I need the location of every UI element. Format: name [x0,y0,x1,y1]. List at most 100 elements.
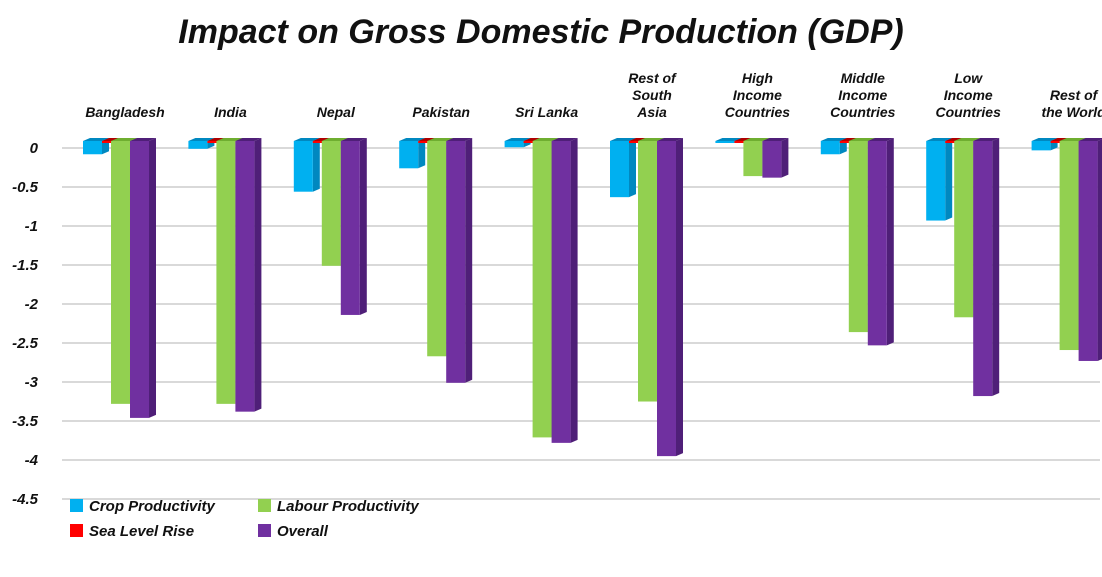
category-label: Sri Lanka [515,104,578,120]
bar-side [886,138,894,346]
bar-side [781,138,789,178]
bar [973,138,1000,397]
bar-top [657,138,683,141]
bar [762,138,789,178]
y-tick-label: -2.5 [12,335,39,352]
y-tick-label: -4 [25,452,39,469]
bar-front [715,141,735,143]
y-tick-label: 0 [30,140,39,157]
bar [399,138,426,169]
bar-front [188,141,208,149]
bar-front [954,141,974,318]
bar-top [399,138,426,141]
bar-top [446,138,473,141]
category-label: Rest of the World [1041,87,1102,120]
bar-front [926,141,946,221]
bar-front [504,141,524,148]
y-tick-label: -1.5 [12,257,39,274]
category-label: Low Income Countries [936,70,1002,120]
bar-front [427,141,447,357]
bar-front [532,141,552,438]
bar [1078,138,1102,361]
bar-top [820,138,847,141]
bar-top [216,138,243,141]
bar-front [446,141,466,383]
y-tick-label: -3 [25,374,39,391]
bar-front [1059,141,1079,351]
bar [235,138,262,412]
chart-title: Impact on Gross Domestic Production (GDP… [178,13,903,51]
bar-front [1031,141,1051,151]
bar-top [762,138,789,141]
bar-front [743,141,763,177]
bar-top [848,138,875,141]
bar-side [1097,139,1102,361]
bar-top [610,138,636,141]
bar-side [570,138,578,443]
bar-top [638,138,664,141]
bar-front [657,141,676,457]
y-tick-label: -0.5 [12,179,39,196]
bar-side [945,138,953,221]
bar-top [321,138,348,141]
bar-top [340,138,367,141]
bar-top [111,138,137,141]
bar-front [83,141,102,155]
legend-item: Crop Productivity [70,498,216,515]
bar-top [504,138,531,141]
bars [83,138,1102,457]
bar-side [312,138,320,192]
bar-top [83,138,109,141]
bar-front [130,141,149,418]
bar-top [1059,138,1086,141]
category-label: Bangladesh [85,104,164,120]
bar [657,138,683,457]
bar [188,138,215,149]
bar-top [130,138,156,141]
legend-label: Labour Productivity [277,498,419,515]
category-label: Pakistan [412,104,470,120]
y-axis-ticks: 0 -0.5 -1 -1.5 -2 -2.5 -3 -3.5 -4 -4.5 [12,140,39,508]
bar-top [1031,138,1058,141]
bar-top [1078,138,1102,141]
legend-swatch [258,499,271,512]
bar-front [111,141,130,404]
bar-top [532,138,559,141]
bar-top [867,138,894,141]
legend-item: Sea Level Rise [70,523,194,540]
bar-front [973,141,993,397]
legend-item: Labour Productivity [258,498,419,515]
bar [867,138,894,346]
bar-top [188,138,215,141]
bar [926,138,953,221]
legend-swatch [258,524,271,537]
bar-top [551,138,578,141]
bar-front [610,141,629,198]
category-label: Rest of South Asia [628,70,677,120]
bar-side [359,138,367,315]
bar-front [216,141,236,404]
bar-top [715,138,742,141]
bar-front [321,141,341,266]
bar [293,138,320,192]
legend-item: Overall [258,523,329,540]
category-labels: Bangladesh India Nepal Pakistan Sri Lanka Res… [85,70,1102,120]
y-tick-label: -4.5 [12,491,39,508]
bar-side [465,138,473,383]
bar-front [235,141,255,412]
legend: Crop Productivity Sea Level Rise Labour Pr… [70,498,419,540]
bar-top [427,138,454,141]
y-tick-label: -2 [25,296,39,313]
category-label: India [214,104,247,120]
bar-front [1078,141,1098,361]
bar-front [867,141,887,346]
y-tick-label: -3.5 [12,413,39,430]
bar-front [293,141,313,192]
bar-front [820,141,840,155]
bar-front [399,141,419,169]
bar-front [551,141,571,443]
bar [130,138,156,418]
bar-side [418,138,426,169]
category-label: High Income Countries [725,70,791,120]
